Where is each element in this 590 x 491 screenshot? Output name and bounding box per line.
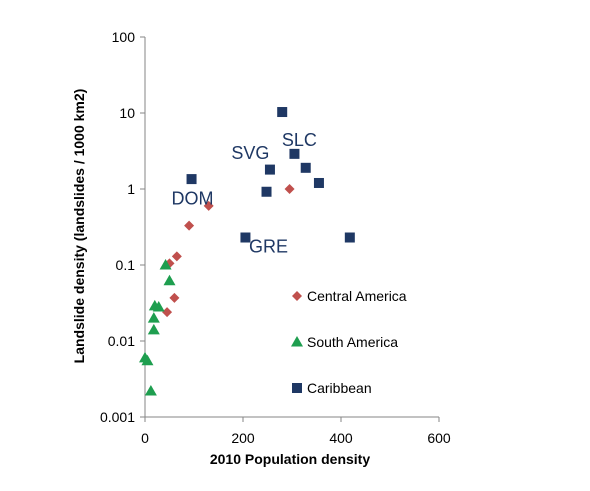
caribbean-point: [186, 174, 197, 185]
legend-label-caribbean: Caribbean: [307, 380, 372, 396]
x-tick-label: 0: [141, 430, 149, 446]
south-america-point: [152, 301, 165, 312]
y-tick-label: 1: [127, 181, 135, 197]
central-america-point: [169, 292, 180, 303]
caribbean-point: [289, 148, 300, 159]
south-america-point: [144, 384, 157, 396]
y-tick-label: 100: [112, 29, 136, 45]
legend-marker-caribbean: [292, 383, 302, 393]
caribbean-point: [261, 186, 272, 197]
central-america-point: [184, 220, 195, 231]
annotation-label: SVG: [231, 143, 269, 163]
central-america-point: [171, 251, 182, 262]
legend-label-south-america: South America: [307, 334, 398, 350]
x-tick-label: 600: [427, 430, 451, 446]
central-america-point: [162, 307, 173, 318]
south-america-point: [163, 274, 176, 286]
legend-marker-south-america: [291, 336, 303, 347]
annotation-label: DOM: [172, 188, 214, 208]
annotation-label: SLC: [282, 130, 317, 150]
central-america-point: [203, 200, 214, 211]
annotations: SLC SVG DOM GRE: [172, 130, 317, 257]
y-tick-label: 0.01: [108, 333, 135, 349]
legend-marker-central-america: [292, 291, 302, 301]
y-tick-label: 0.1: [116, 257, 136, 273]
ticks: 0.001 0.01 0.1 1 10 100 0 200 400 600: [100, 29, 451, 446]
south-america-point: [159, 259, 172, 270]
data-points: [139, 107, 355, 396]
caribbean-point: [300, 162, 311, 173]
caribbean-point: [344, 232, 355, 243]
caribbean-point: [313, 177, 324, 188]
south-america-point: [147, 312, 160, 323]
caribbean-point: [264, 164, 275, 175]
caribbean-point: [277, 107, 288, 118]
x-tick-label: 200: [231, 430, 255, 446]
x-axis-title: 2010 Population density: [210, 451, 370, 467]
legend: Central America South America Caribbean: [291, 288, 407, 396]
central-america-point: [284, 184, 295, 194]
y-tick-label: 0.001: [100, 409, 135, 425]
annotation-label: GRE: [249, 237, 288, 257]
caribbean-point: [240, 232, 251, 243]
south-america-point: [147, 323, 160, 335]
x-tick-label: 400: [329, 430, 353, 446]
legend-label-central-america: Central America: [307, 288, 407, 304]
y-tick-label: 10: [119, 105, 135, 121]
south-america-point: [141, 354, 154, 366]
y-axis-title: Landslide density (landslides / 1000 km2…: [71, 89, 87, 364]
